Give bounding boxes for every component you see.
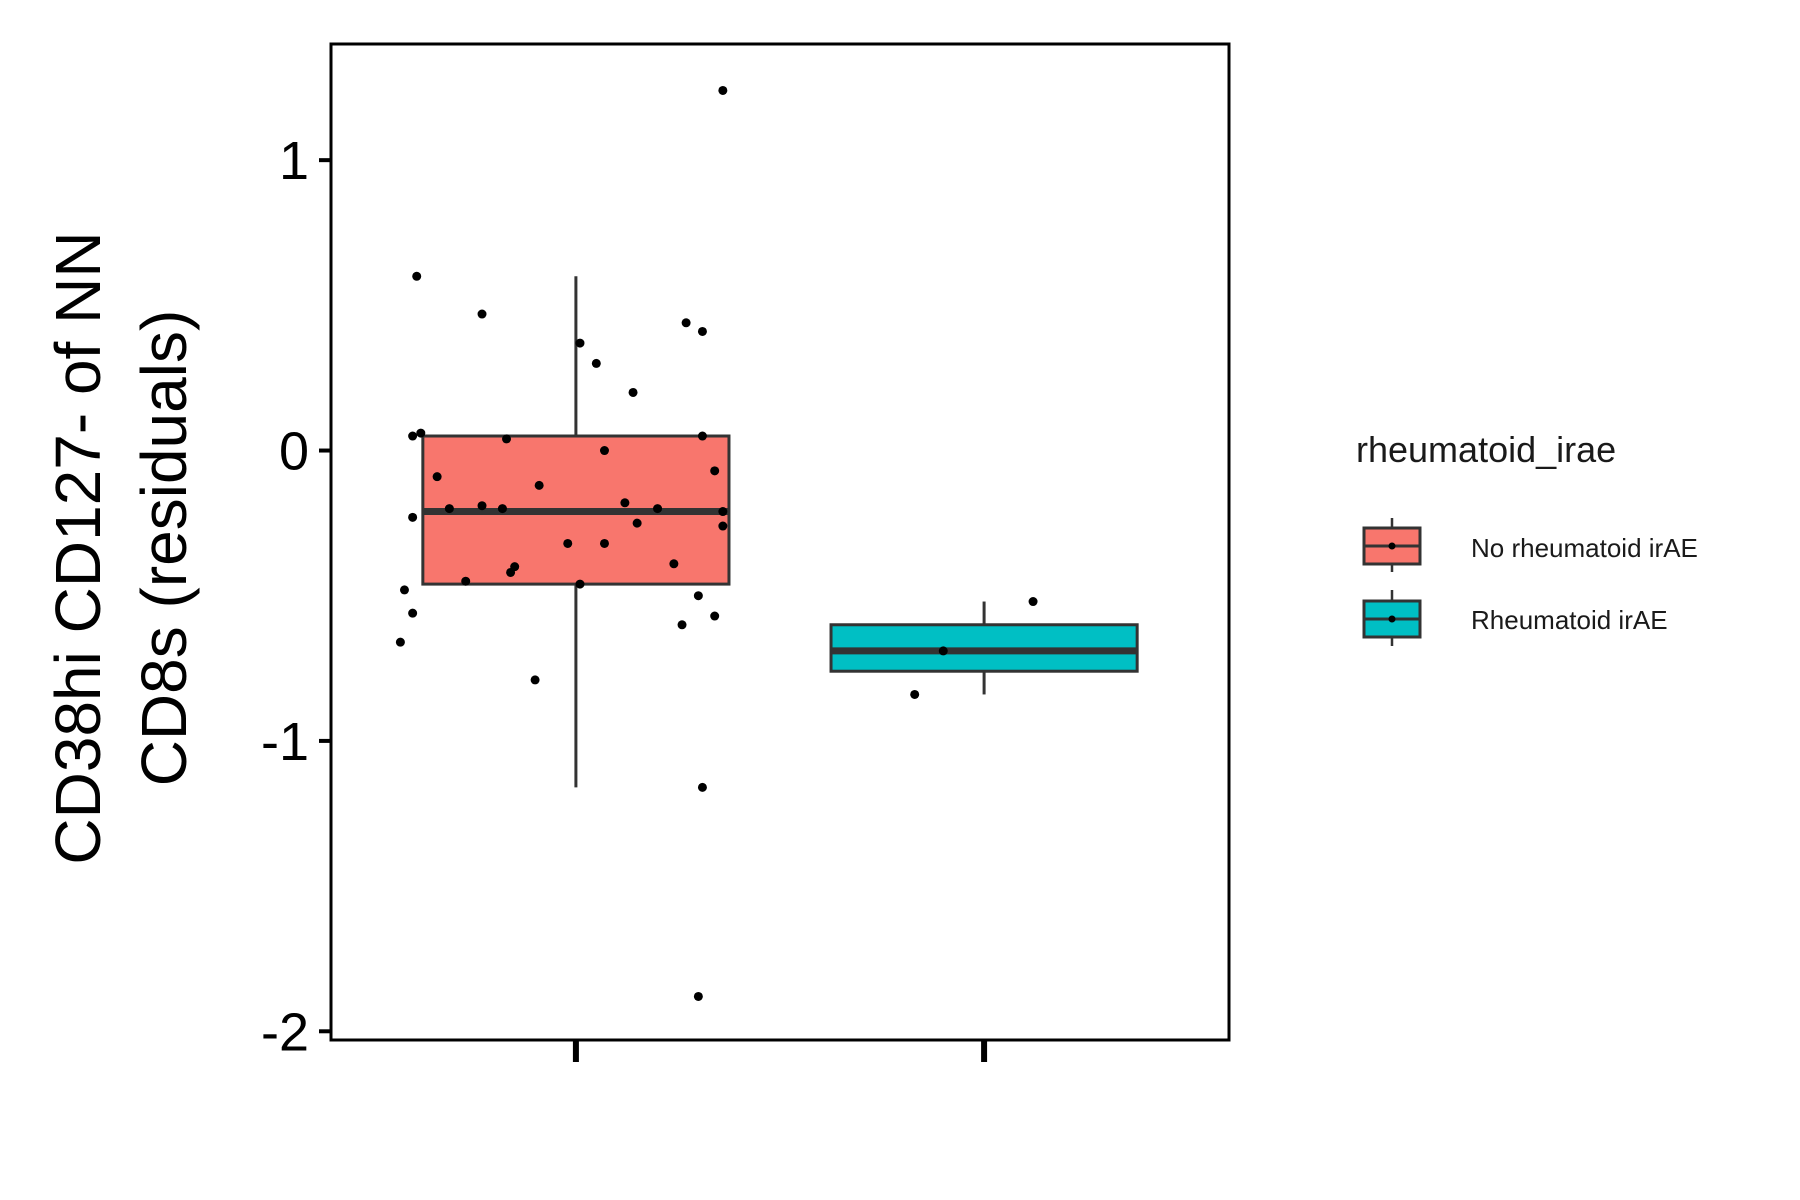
data-point: [534, 480, 544, 490]
data-point: [697, 782, 707, 792]
data-point: [697, 326, 707, 336]
data-point: [599, 538, 609, 548]
y-axis-ticks: 1 0 -1 -2: [261, 131, 331, 1062]
y-tick-label: -1: [261, 712, 309, 772]
data-point: [677, 620, 687, 630]
data-point: [575, 338, 585, 348]
data-point: [506, 567, 516, 577]
data-point: [563, 538, 573, 548]
data-point: [575, 579, 585, 589]
data-point: [416, 428, 426, 438]
data-point: [461, 576, 471, 586]
legend-label-rheumatoid-irae: Rheumatoid irAE: [1471, 605, 1668, 635]
data-point: [395, 637, 405, 647]
data-point: [938, 646, 948, 656]
data-point: [718, 507, 728, 517]
y-tick-label: 0: [279, 422, 309, 482]
data-point: [497, 504, 507, 514]
y-axis-title-line-1: CD38hi CD127- of NN: [42, 231, 114, 864]
data-point: [399, 585, 409, 595]
data-point: [477, 501, 487, 511]
x-axis-ticks: [572, 1040, 988, 1062]
data-point: [477, 309, 487, 319]
box-2: [829, 601, 1139, 695]
data-point: [693, 591, 703, 601]
legend-key-no-rheumatoid-irae: [1362, 518, 1422, 572]
data-point: [697, 431, 707, 441]
y-tick-label: -2: [261, 1002, 309, 1062]
data-point: [1028, 597, 1038, 607]
data-point: [710, 611, 720, 621]
data-point: [530, 675, 540, 685]
data-point: [628, 387, 638, 397]
data-point: [710, 466, 720, 476]
y-axis-title: CD38hi CD127- of NN CD8s (residuals): [42, 231, 200, 864]
data-point: [693, 991, 703, 1001]
point-layer: [395, 85, 1038, 1001]
data-point: [591, 358, 601, 368]
data-point: [444, 504, 454, 514]
data-point: [718, 85, 728, 95]
data-point: [412, 271, 422, 281]
legend: rheumatoid_irae No rheumatoid irAE Rheum…: [1356, 429, 1698, 646]
box-layer: [421, 276, 1139, 788]
data-point: [502, 434, 512, 444]
data-point: [408, 608, 418, 618]
data-point: [669, 559, 679, 569]
data-point: [599, 446, 609, 456]
data-point: [653, 504, 663, 514]
data-point: [432, 472, 442, 482]
data-point: [681, 318, 691, 328]
legend-key-rheumatoid-irae: [1362, 590, 1422, 646]
legend-title: rheumatoid_irae: [1356, 429, 1616, 470]
data-point: [408, 431, 418, 441]
data-point: [632, 518, 642, 528]
legend-label-no-rheumatoid-irae: No rheumatoid irAE: [1471, 533, 1698, 563]
data-point: [718, 521, 728, 531]
y-tick-label: 1: [279, 131, 309, 191]
y-axis-title-line-2: CD8s (residuals): [128, 310, 200, 787]
data-point: [620, 498, 630, 508]
box-1: [421, 276, 731, 788]
data-point: [408, 512, 418, 522]
data-point: [910, 689, 920, 699]
